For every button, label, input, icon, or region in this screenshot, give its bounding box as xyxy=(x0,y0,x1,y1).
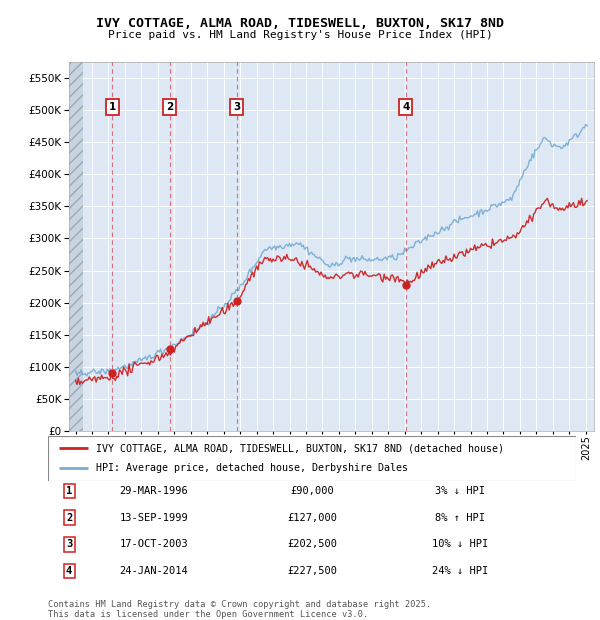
Text: 29-MAR-1996: 29-MAR-1996 xyxy=(119,486,188,496)
Text: 13-SEP-1999: 13-SEP-1999 xyxy=(119,513,188,523)
Text: 17-OCT-2003: 17-OCT-2003 xyxy=(119,539,188,549)
Text: IVY COTTAGE, ALMA ROAD, TIDESWELL, BUXTON, SK17 8ND (detached house): IVY COTTAGE, ALMA ROAD, TIDESWELL, BUXTO… xyxy=(95,443,503,453)
Text: 24-JAN-2014: 24-JAN-2014 xyxy=(119,566,188,576)
Text: 2: 2 xyxy=(66,513,72,523)
Text: HPI: Average price, detached house, Derbyshire Dales: HPI: Average price, detached house, Derb… xyxy=(95,463,407,473)
Text: 3: 3 xyxy=(233,102,241,112)
Text: £90,000: £90,000 xyxy=(290,486,334,496)
Text: £127,000: £127,000 xyxy=(287,513,337,523)
Text: 4: 4 xyxy=(402,102,410,112)
FancyBboxPatch shape xyxy=(48,436,576,480)
Text: 10% ↓ HPI: 10% ↓ HPI xyxy=(432,539,488,549)
Text: 3: 3 xyxy=(66,539,72,549)
Text: 1: 1 xyxy=(109,102,116,112)
Text: 1: 1 xyxy=(66,486,72,496)
Text: IVY COTTAGE, ALMA ROAD, TIDESWELL, BUXTON, SK17 8ND: IVY COTTAGE, ALMA ROAD, TIDESWELL, BUXTO… xyxy=(96,17,504,30)
Text: £202,500: £202,500 xyxy=(287,539,337,549)
Text: Price paid vs. HM Land Registry's House Price Index (HPI): Price paid vs. HM Land Registry's House … xyxy=(107,30,493,40)
Text: 2: 2 xyxy=(166,102,173,112)
Text: 8% ↑ HPI: 8% ↑ HPI xyxy=(435,513,485,523)
Text: Contains HM Land Registry data © Crown copyright and database right 2025.
This d: Contains HM Land Registry data © Crown c… xyxy=(48,600,431,619)
Text: 3% ↓ HPI: 3% ↓ HPI xyxy=(435,486,485,496)
Text: £227,500: £227,500 xyxy=(287,566,337,576)
Text: 4: 4 xyxy=(66,566,72,576)
Bar xyxy=(69,62,83,431)
Text: 24% ↓ HPI: 24% ↓ HPI xyxy=(432,566,488,576)
